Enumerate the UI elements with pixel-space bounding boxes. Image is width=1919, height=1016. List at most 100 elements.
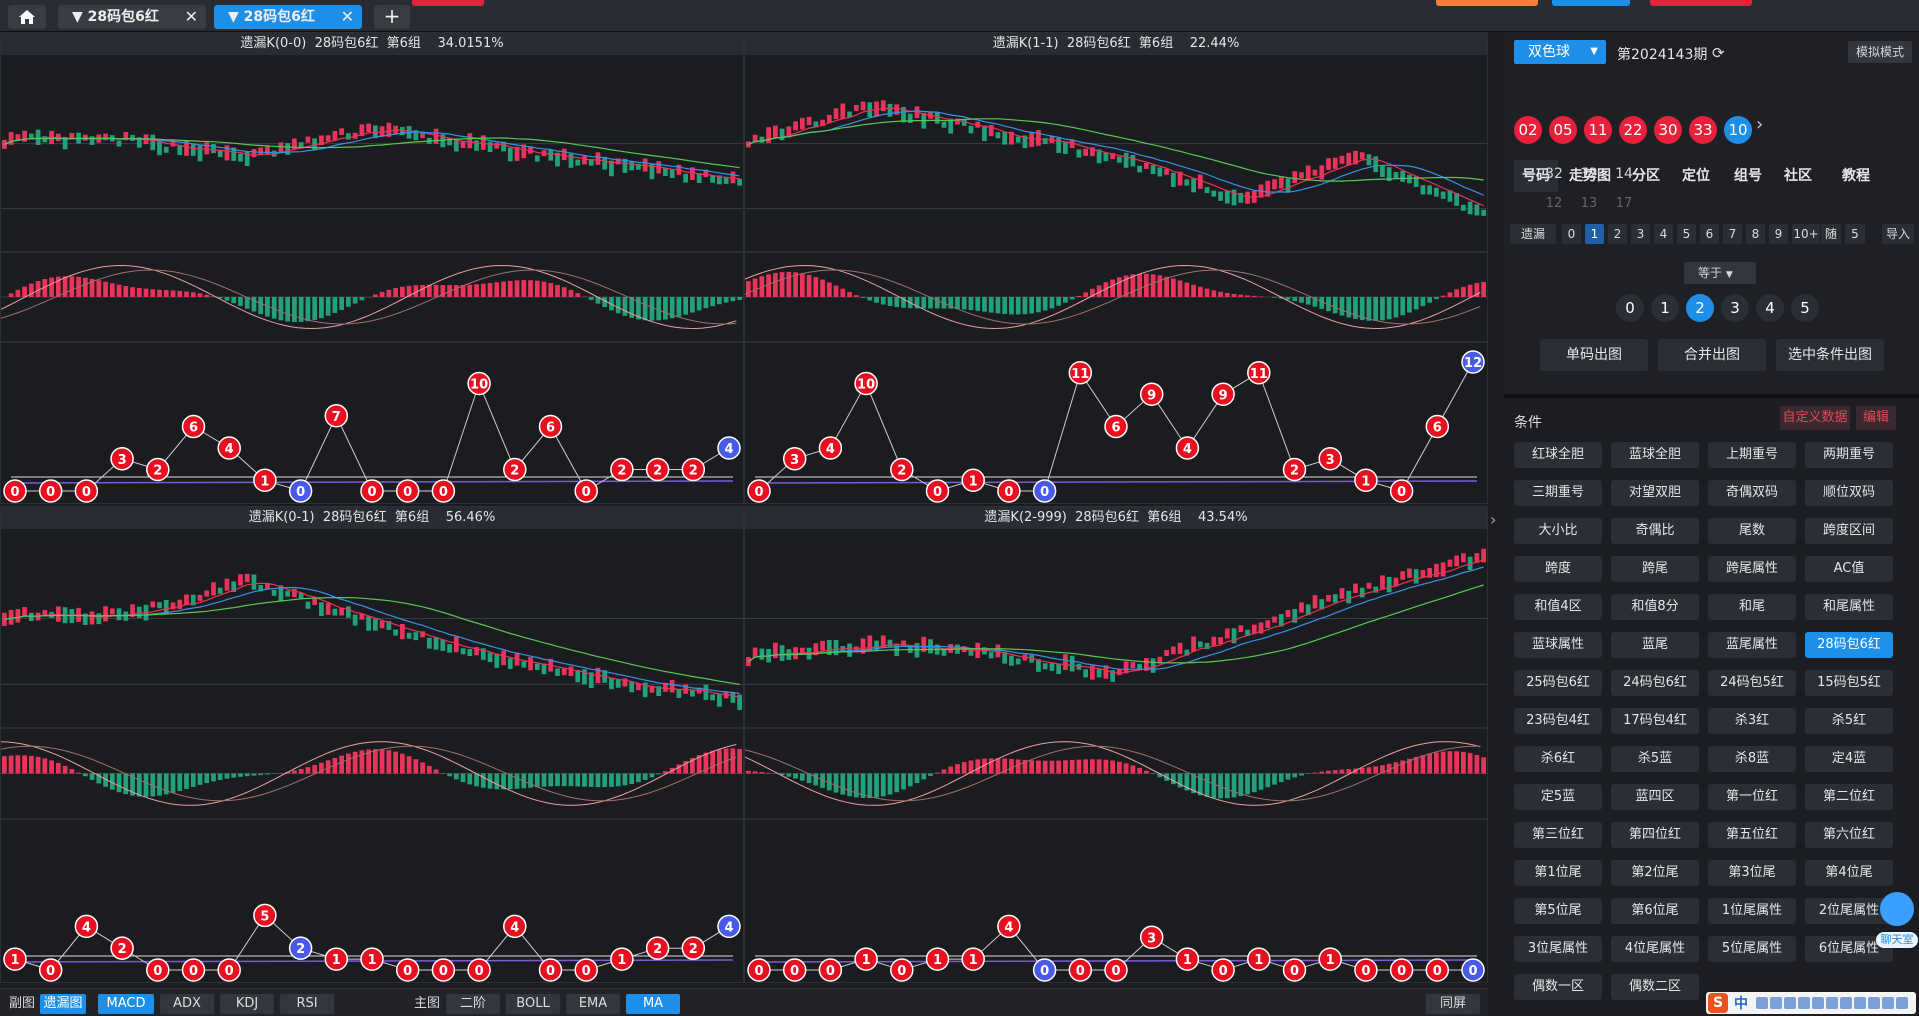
same-screen-button[interactable]: 同屏 <box>1426 994 1480 1014</box>
sub-btn-adx[interactable]: ADX <box>160 994 214 1014</box>
ime-tool-icon[interactable] <box>1868 997 1880 1009</box>
main-btn-ma[interactable]: MA <box>626 994 680 1014</box>
condition-button[interactable]: 15码包5红 <box>1805 670 1893 696</box>
condition-button[interactable]: 24码包5红 <box>1708 670 1796 696</box>
condition-button[interactable]: 第二位红 <box>1805 784 1893 810</box>
condition-button[interactable]: 28码包6红 <box>1805 632 1893 658</box>
condition-button[interactable]: AC值 <box>1805 556 1893 582</box>
filter-num[interactable]: 4 <box>1654 224 1673 244</box>
condition-button[interactable]: 杀3红 <box>1708 708 1796 734</box>
main-btn-boll[interactable]: BOLL <box>506 994 560 1014</box>
equal-select[interactable]: 等于 ▼ <box>1684 262 1756 284</box>
condition-button[interactable]: 第2位尾 <box>1611 860 1699 886</box>
action-button[interactable]: 选中条件出图 <box>1776 339 1884 371</box>
condition-button[interactable]: 第1位尾 <box>1514 860 1602 886</box>
condition-button[interactable]: 定4蓝 <box>1805 746 1893 772</box>
condition-button[interactable]: 红球全胆 <box>1514 442 1602 468</box>
ime-tool-icon[interactable] <box>1854 997 1866 1009</box>
condition-button[interactable]: 三期重号 <box>1514 480 1602 506</box>
sub-btn-rsi[interactable]: RSI <box>280 994 334 1014</box>
nav-tab[interactable]: 分区 <box>1632 168 1660 184</box>
chevron-right-icon[interactable]: › <box>1490 510 1497 529</box>
condition-button[interactable]: 第6位尾 <box>1611 898 1699 924</box>
chevron-right-icon[interactable]: › <box>1756 114 1764 135</box>
condition-button[interactable]: 和尾 <box>1708 594 1796 620</box>
condition-button[interactable]: 6位尾属性 <box>1805 936 1893 962</box>
condition-button[interactable]: 第5位尾 <box>1514 898 1602 924</box>
ime-tool-icon[interactable] <box>1798 997 1810 1009</box>
mode-button[interactable]: 模拟模式 <box>1848 41 1912 63</box>
condition-button[interactable]: 偶数二区 <box>1611 974 1699 1000</box>
condition-button[interactable]: 奇偶比 <box>1611 518 1699 544</box>
condition-button[interactable]: 17码包4红 <box>1611 708 1699 734</box>
ime-tool-icon[interactable] <box>1770 997 1782 1009</box>
custom-data-button[interactable]: 自定义数据 <box>1780 406 1850 430</box>
ime-tool-icon[interactable] <box>1756 997 1768 1009</box>
filter-num[interactable]: 10+ <box>1792 224 1820 244</box>
add-tab-button[interactable]: + <box>374 5 410 29</box>
filter-num[interactable]: 9 <box>1769 224 1788 244</box>
condition-button[interactable]: 蓝尾属性 <box>1708 632 1796 658</box>
import-button[interactable]: 导入 <box>1882 224 1914 244</box>
condition-button[interactable]: 蓝球全胆 <box>1611 442 1699 468</box>
count-circle[interactable]: 5 <box>1791 294 1819 322</box>
condition-button[interactable]: 上期重号 <box>1708 442 1796 468</box>
condition-button[interactable]: 25码包6红 <box>1514 670 1602 696</box>
filter-num[interactable]: 1 <box>1585 224 1604 244</box>
condition-button[interactable]: 24码包6红 <box>1611 670 1699 696</box>
condition-button[interactable]: 定5蓝 <box>1514 784 1602 810</box>
condition-button[interactable]: 尾数 <box>1708 518 1796 544</box>
condition-button[interactable]: 杀5红 <box>1805 708 1893 734</box>
condition-button[interactable]: 跨度 <box>1514 556 1602 582</box>
condition-button[interactable]: 4位尾属性 <box>1611 936 1699 962</box>
tab-2[interactable]: ▼ 28码包6红 ✕ <box>214 5 362 29</box>
condition-button[interactable]: 顺位双码 <box>1805 480 1893 506</box>
condition-button[interactable]: 第五位红 <box>1708 822 1796 848</box>
filter-num[interactable]: 6 <box>1700 224 1719 244</box>
sub-btn-omission[interactable]: 遗漏图 <box>40 994 86 1014</box>
nav-tab[interactable]: 定位 <box>1682 168 1710 184</box>
tab-1[interactable]: ▼ 28码包6红 ✕ <box>58 5 206 29</box>
nav-tab[interactable]: 组号 <box>1734 168 1762 184</box>
ime-tool-icon[interactable] <box>1840 997 1852 1009</box>
condition-button[interactable]: 第六位红 <box>1805 822 1893 848</box>
condition-button[interactable]: 23码包4红 <box>1514 708 1602 734</box>
filter-num[interactable]: 5 <box>1677 224 1696 244</box>
count-circle[interactable]: 0 <box>1616 294 1644 322</box>
condition-button[interactable]: 第四位红 <box>1611 822 1699 848</box>
filter-num[interactable]: 0 <box>1562 224 1581 244</box>
condition-button[interactable]: 第3位尾 <box>1708 860 1796 886</box>
condition-button[interactable]: 偶数一区 <box>1514 974 1602 1000</box>
nav-tab[interactable]: 社区 <box>1784 168 1812 184</box>
condition-button[interactable]: 跨尾属性 <box>1708 556 1796 582</box>
random-count[interactable]: 5 <box>1845 224 1865 244</box>
count-circle[interactable]: 4 <box>1756 294 1784 322</box>
nav-tab[interactable]: 号码 <box>1514 160 1558 192</box>
condition-button[interactable]: 对望双胆 <box>1611 480 1699 506</box>
condition-button[interactable]: 两期重号 <box>1805 442 1893 468</box>
edit-button[interactable]: 编辑 <box>1856 406 1896 430</box>
condition-button[interactable]: 跨度区间 <box>1805 518 1893 544</box>
condition-button[interactable]: 第4位尾 <box>1805 860 1893 886</box>
filter-num[interactable]: 3 <box>1631 224 1650 244</box>
filter-num[interactable]: 2 <box>1608 224 1627 244</box>
condition-button[interactable]: 蓝球属性 <box>1514 632 1602 658</box>
filter-num[interactable]: 8 <box>1746 224 1765 244</box>
condition-button[interactable]: 和值4区 <box>1514 594 1602 620</box>
nav-tab[interactable]: 走势图 <box>1569 168 1611 184</box>
condition-button[interactable]: 大小比 <box>1514 518 1602 544</box>
condition-button[interactable]: 蓝四区 <box>1611 784 1699 810</box>
sub-btn-macd[interactable]: MACD <box>98 994 154 1014</box>
count-circle[interactable]: 2 <box>1686 294 1714 322</box>
filter-num[interactable]: 7 <box>1723 224 1742 244</box>
action-button[interactable]: 合并出图 <box>1658 339 1766 371</box>
condition-button[interactable]: 杀8蓝 <box>1708 746 1796 772</box>
condition-button[interactable]: 蓝尾 <box>1611 632 1699 658</box>
filter-type-select[interactable]: 遗漏 <box>1510 224 1556 244</box>
main-btn-ema[interactable]: EMA <box>566 994 620 1014</box>
ime-tool-icon[interactable] <box>1826 997 1838 1009</box>
nav-tab[interactable]: 教程 <box>1842 168 1870 184</box>
close-icon[interactable]: ✕ <box>184 7 198 26</box>
condition-button[interactable]: 第一位红 <box>1708 784 1796 810</box>
condition-button[interactable]: 2位尾属性 <box>1805 898 1893 924</box>
